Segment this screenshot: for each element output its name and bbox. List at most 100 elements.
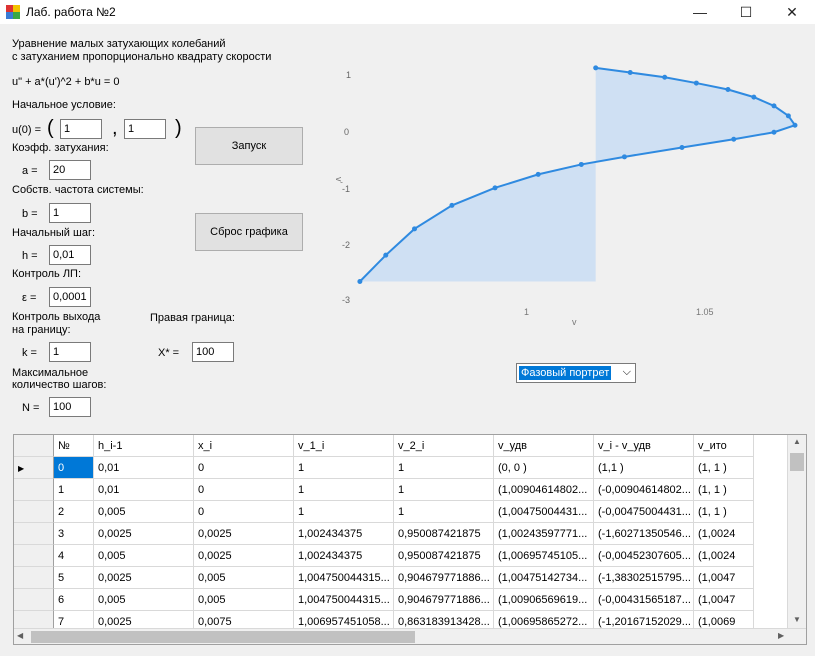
table-cell[interactable]: 0,950087421875 [394,523,494,545]
table-cell[interactable]: 1 [294,457,394,479]
column-header[interactable]: x_i [194,435,294,457]
row-header[interactable]: ▶ [14,457,54,479]
maxsteps-field[interactable]: 100 [49,397,91,417]
table-cell[interactable]: (1,00475004431... [494,501,594,523]
table-cell[interactable]: 1,004750044315... [294,589,394,611]
table-cell[interactable]: (1, 1 ) [694,457,754,479]
table-cell[interactable]: 0,005 [94,501,194,523]
row-header[interactable] [14,479,54,501]
table-cell[interactable]: (-0,00431565187... [594,589,694,611]
row-header[interactable] [14,501,54,523]
table-cell[interactable]: 1,002434375 [294,545,394,567]
table-cell[interactable]: (-1,38302515795... [594,567,694,589]
table-cell[interactable]: (1,00904614802... [494,479,594,501]
table-cell[interactable]: 1 [394,479,494,501]
table-cell[interactable]: 0,005 [194,567,294,589]
table-cell[interactable]: (1,00695745105... [494,545,594,567]
scroll-left-icon[interactable]: ◀ [17,631,24,640]
table-cell[interactable]: 0,01 [94,479,194,501]
init-close-paren: ) [175,117,182,139]
freq-field[interactable]: 1 [49,203,91,223]
column-header[interactable]: v_i - v_удв [594,435,694,457]
init-u-field[interactable]: 1 [60,119,102,139]
table-cell[interactable]: 6 [54,589,94,611]
table-cell[interactable]: 0,01 [94,457,194,479]
lp-field[interactable]: 0,0001 [49,287,91,307]
table-cell[interactable]: (-0,00904614802... [594,479,694,501]
table-cell[interactable]: (1,0047 [694,589,754,611]
table-cell[interactable]: 0,005 [94,589,194,611]
table-cell[interactable]: (1, 1 ) [694,501,754,523]
table-cell[interactable]: (-0,00475004431... [594,501,694,523]
table-cell[interactable]: 0,0025 [94,567,194,589]
table-cell[interactable]: 4 [54,545,94,567]
results-grid[interactable]: № h_i-1 x_i v_1_i v_2_i v_удв v_i - v_удв v_ито… [13,434,807,645]
table-cell[interactable]: 5 [54,567,94,589]
table-cell[interactable]: 0,005 [194,589,294,611]
table-cell[interactable]: 3 [54,523,94,545]
run-button[interactable]: Запуск [195,127,303,165]
maxsteps-label: N = [22,402,40,414]
table-cell[interactable]: 0,0025 [194,545,294,567]
table-cell[interactable]: (1,1 ) [594,457,694,479]
table-cell[interactable]: 0 [194,501,294,523]
horizontal-scrollbar[interactable]: ◀ ▶ [14,628,806,644]
table-cell[interactable]: (1, 1 ) [694,479,754,501]
horizontal-scroll-thumb[interactable] [31,631,415,643]
scroll-up-icon[interactable]: ▲ [793,437,801,446]
table-cell[interactable]: (1,00243597771... [494,523,594,545]
table-cell[interactable]: (1,00475142734... [494,567,594,589]
table-cell[interactable]: 1 [394,457,494,479]
chevron-down-icon[interactable]: ⌵ [622,366,631,378]
table-cell[interactable]: (1,0024 [694,545,754,567]
table-cell[interactable]: 1 [294,501,394,523]
row-header[interactable] [14,567,54,589]
table-cell[interactable]: (1,0024 [694,523,754,545]
table-cell[interactable]: 0,005 [94,545,194,567]
scroll-down-icon[interactable]: ▼ [793,615,801,624]
scroll-right-icon[interactable]: ▶ [778,631,785,640]
current-row-marker-icon: ▶ [18,464,25,473]
init-v-field[interactable]: 1 [124,119,166,139]
close-button[interactable]: ✕ [786,4,798,20]
table-cell[interactable]: 2 [54,501,94,523]
table-cell[interactable]: 1,002434375 [294,523,394,545]
table-cell[interactable]: 0,904679771886... [394,567,494,589]
table-cell[interactable]: 1 [294,479,394,501]
table-cell[interactable]: (1,00906569619... [494,589,594,611]
vertical-scrollbar[interactable]: ▲ ▼ [787,435,806,628]
row-header[interactable] [14,523,54,545]
column-header[interactable]: v_ито [694,435,754,457]
column-header[interactable]: № [54,435,94,457]
table-cell[interactable]: 0,904679771886... [394,589,494,611]
table-cell[interactable]: 1,004750044315... [294,567,394,589]
table-cell[interactable]: (1,0047 [694,567,754,589]
column-header[interactable]: h_i-1 [94,435,194,457]
table-cell[interactable]: (0, 0 ) [494,457,594,479]
grid-corner [14,435,54,457]
table-cell[interactable]: 0 [194,457,294,479]
maximize-button[interactable]: ☐ [739,4,753,20]
row-header[interactable] [14,589,54,611]
column-header[interactable]: v_удв [494,435,594,457]
step-field[interactable]: 0,01 [49,245,91,265]
table-cell[interactable]: (-0,00452307605... [594,545,694,567]
table-cell[interactable]: 0,0025 [194,523,294,545]
table-cell[interactable]: 1 [394,501,494,523]
right-field[interactable]: 100 [192,342,234,362]
row-header[interactable] [14,545,54,567]
table-cell[interactable]: 0 [194,479,294,501]
table-cell[interactable]: 1 [54,479,94,501]
damping-field[interactable]: 20 [49,160,91,180]
minimize-button[interactable]: — [693,4,707,20]
table-cell[interactable]: 0,950087421875 [394,545,494,567]
vertical-scroll-thumb[interactable] [790,453,804,471]
column-header[interactable]: v_2_i [394,435,494,457]
reset-chart-button[interactable]: Сброс графика [195,213,303,251]
table-cell[interactable]: (-1,60271350546... [594,523,694,545]
table-cell[interactable]: 0 [54,457,94,479]
boundary-field[interactable]: 1 [49,342,91,362]
column-header[interactable]: v_1_i [294,435,394,457]
table-cell[interactable]: 0,0025 [94,523,194,545]
chart-type-select[interactable]: Фазовый портрет ⌵ [516,363,636,383]
